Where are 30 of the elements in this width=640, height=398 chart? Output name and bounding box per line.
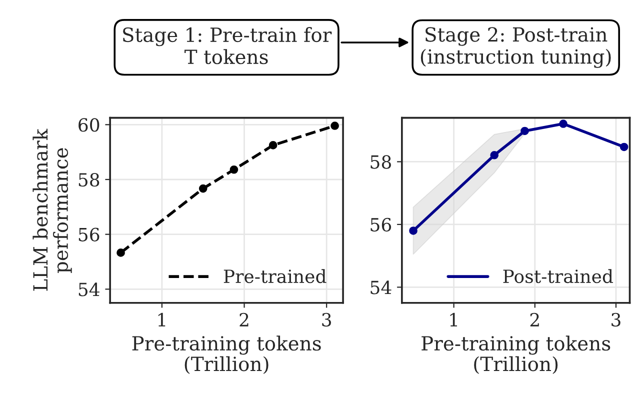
y-tick-label: 54 xyxy=(78,282,100,296)
point xyxy=(520,126,529,136)
chart-title: Stage 2: Post-train (instruction tuning) xyxy=(420,27,611,68)
x-tick-label: 2 xyxy=(240,312,248,326)
y-tick-label: 56 xyxy=(78,228,100,242)
x-tick-label: 3 xyxy=(612,312,620,327)
y-tick-label: 60 xyxy=(78,118,100,132)
y-tick-label: 58 xyxy=(78,172,100,187)
x-axis-title: Pre-training tokens (Trillion) xyxy=(132,336,321,374)
point xyxy=(268,141,278,150)
x-tick-label: 1 xyxy=(450,312,457,326)
legend-label: Pre-trained xyxy=(224,269,326,284)
point xyxy=(330,122,339,130)
x-tick-label: 3 xyxy=(322,312,331,327)
legend-label: Post-trained xyxy=(503,269,613,284)
chart-title: Stage 1: Pre-train for T tokens xyxy=(123,27,332,64)
point xyxy=(198,184,208,193)
point xyxy=(116,248,125,257)
x-axis-title: Pre-training tokens (Trillion) xyxy=(422,336,610,374)
y-tick-label: 56 xyxy=(370,218,392,232)
point xyxy=(620,142,628,152)
y-tick-label: 58 xyxy=(370,155,391,169)
y-tick-label: 54 xyxy=(370,280,392,294)
point xyxy=(490,150,499,160)
point xyxy=(559,120,568,128)
point xyxy=(409,226,418,235)
y-axis-title: LLM benchmark performance xyxy=(32,128,72,291)
x-tick-label: 1 xyxy=(158,312,166,326)
x-tick-label: 2 xyxy=(530,312,539,326)
point xyxy=(230,165,238,174)
